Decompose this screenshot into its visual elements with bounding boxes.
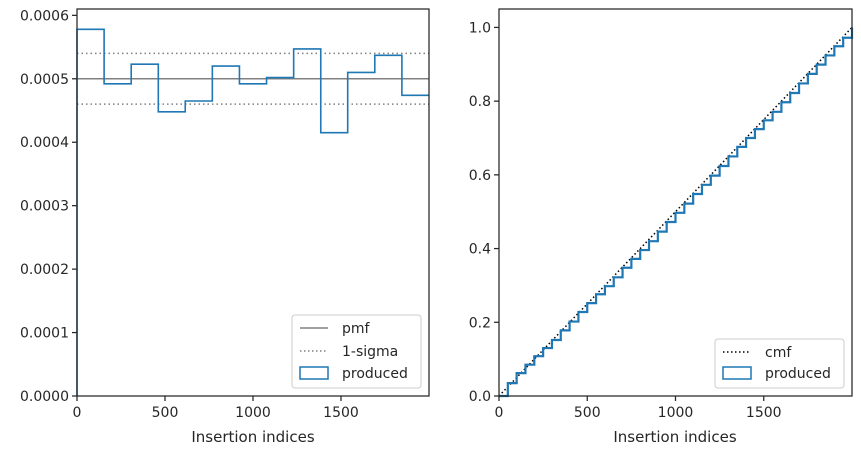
right-plot-frame [498, 8, 853, 397]
cmf-line [498, 26, 853, 397]
left-y-tick-label: 0.0000 [20, 389, 69, 405]
left-y-tick-label: 0.0005 [20, 72, 69, 88]
left-plot-data [76, 28, 429, 396]
left-x-tick-label: 0 [73, 405, 82, 421]
right-legend-cmf-label: cmf [765, 345, 792, 361]
right-y-tick-label: 0.2 [469, 315, 491, 331]
right-x-tick-label: 500 [574, 405, 601, 421]
produced-cumulative-line [499, 27, 854, 398]
right-plot-data [498, 26, 854, 398]
left-legend-1sigma-label: 1-sigma [342, 344, 398, 360]
left-legend-produced-label: produced [342, 366, 408, 382]
right-y-tick-label: 0.6 [469, 168, 491, 184]
left-legend-pmf-label: pmf [342, 321, 371, 337]
right-x-tick-label: 1000 [658, 405, 694, 421]
right-y-ticks: 0.0 0.2 0.4 0.6 0.8 1.0 [469, 20, 499, 405]
left-x-tick-label: 1000 [235, 405, 271, 421]
right-plot: 0 500 1000 1500 0.0 0.2 0.4 0.6 0.8 1.0 Insertio… [469, 8, 854, 446]
right-legend-produced-label: produced [765, 366, 831, 382]
left-y-tick-label: 0.0004 [20, 135, 69, 151]
left-x-tick-label: 1500 [323, 405, 359, 421]
left-plot: 0 500 1000 1500 0.00000.00010.00020.00030.0… [20, 8, 430, 446]
right-x-ticks: 0 500 1000 1500 [495, 396, 782, 421]
right-y-tick-label: 1.0 [469, 20, 491, 36]
right-x-axis-label: Insertion indices [613, 428, 736, 446]
left-y-tick-label: 0.0003 [20, 199, 69, 215]
right-legend: cmf produced [714, 338, 845, 389]
right-y-tick-label: 0.8 [469, 94, 491, 110]
left-y-tick-label: 0.0002 [20, 262, 69, 278]
left-x-tick-label: 500 [152, 405, 179, 421]
right-y-tick-label: 0.4 [469, 242, 491, 258]
right-x-tick-label: 0 [495, 405, 504, 421]
left-legend-box [291, 314, 422, 389]
left-y-ticks: 0.0000 0.0001 0.0002 0.0003 0.0004 0.0005 0.00… [20, 8, 77, 405]
produced-histogram [76, 28, 429, 396]
left-x-ticks: 0 500 1000 1500 [73, 396, 359, 421]
left-x-axis-label: Insertion indices [191, 428, 314, 446]
left-legend: pmf 1-sigma produced [291, 314, 422, 389]
right-y-tick-label: 0.0 [469, 389, 491, 405]
right-legend-produced-swatch [722, 366, 752, 380]
left-legend-produced-swatch [299, 366, 329, 380]
left-y-tick-label: 0.0001 [20, 326, 69, 342]
right-x-tick-label: 1500 [746, 405, 782, 421]
left-y-tick-label: 0.0006 [20, 8, 69, 24]
